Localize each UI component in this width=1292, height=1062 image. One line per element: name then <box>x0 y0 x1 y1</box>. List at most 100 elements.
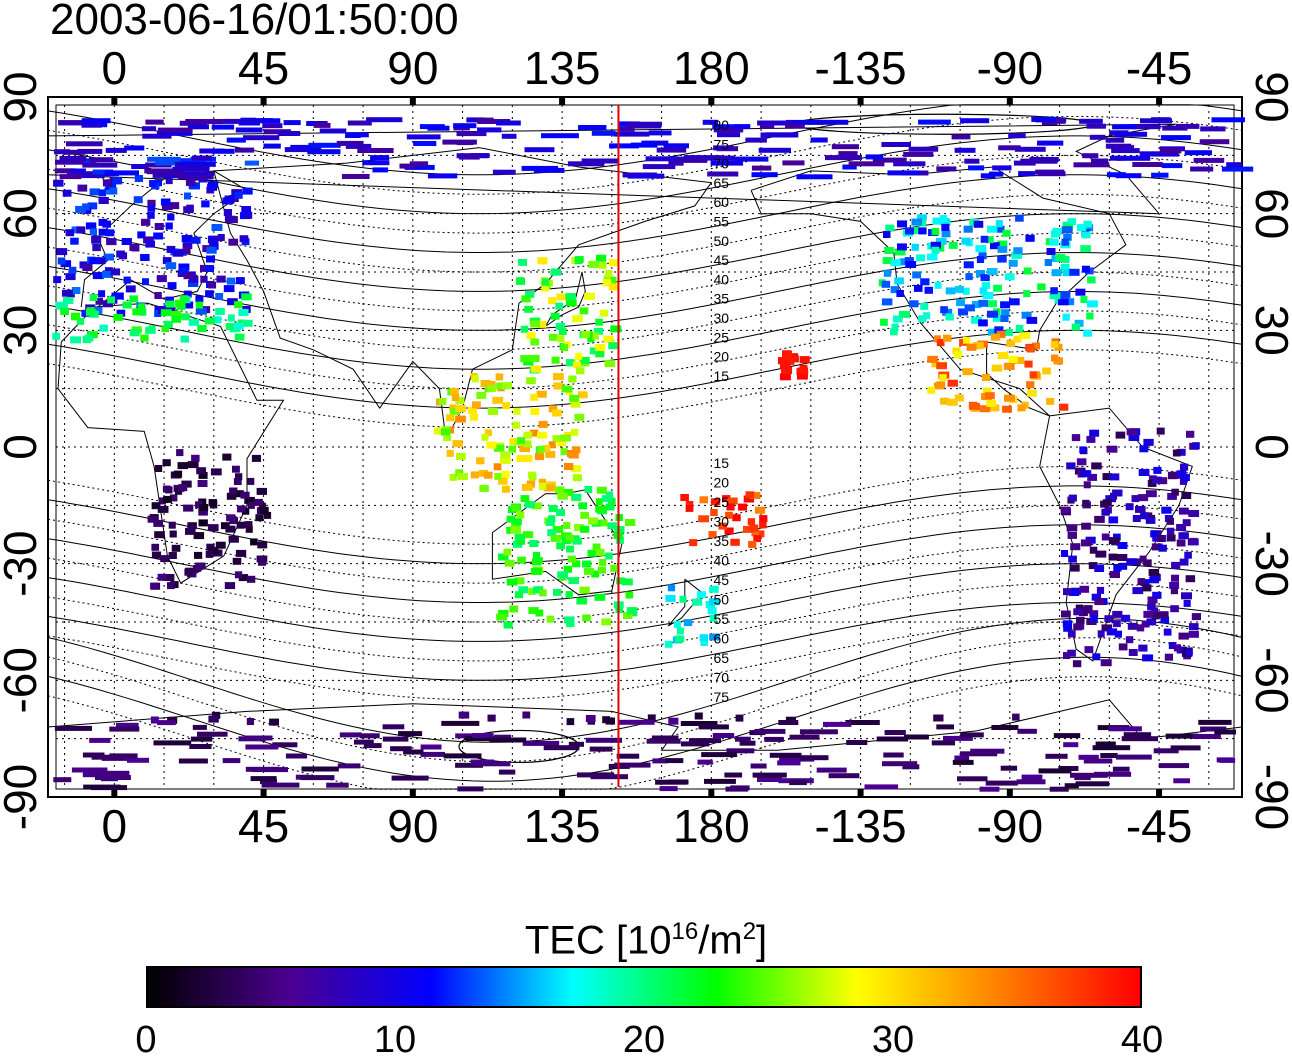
tec-pixel <box>506 515 516 523</box>
tec-pixel <box>572 361 581 369</box>
tec-pixel <box>403 749 424 755</box>
tec-pixel <box>1171 488 1179 496</box>
tec-pixel <box>193 532 205 540</box>
tec-pixel <box>100 776 118 782</box>
tec-colorbar <box>146 966 1142 1008</box>
tec-pixel <box>516 511 525 519</box>
tec-pixel <box>1060 263 1070 271</box>
tec-pixel <box>903 734 929 740</box>
tec-pixel <box>76 317 84 325</box>
tec-pixel <box>198 498 207 506</box>
tec-pixel <box>1000 765 1018 771</box>
tec-pixel <box>598 261 607 269</box>
tec-pixel <box>449 407 461 415</box>
tec-pixel <box>604 360 616 368</box>
tec-pixel <box>701 752 737 758</box>
tec-pixel <box>85 222 97 230</box>
tec-pixel <box>1001 309 1010 317</box>
tec-pixel <box>496 613 507 621</box>
tec-pixel <box>828 773 860 779</box>
tec-pixel <box>735 714 744 722</box>
contour-label: 35 <box>713 291 729 307</box>
tec-pixel <box>223 285 235 293</box>
tec-pixel <box>988 171 1004 177</box>
tec-pixel <box>831 144 859 150</box>
tec-pixel <box>591 570 600 578</box>
tec-pixel <box>242 319 253 327</box>
tec-pixel <box>1132 162 1163 167</box>
tec-pixel <box>65 229 75 237</box>
tec-pixel <box>676 157 708 163</box>
tec-pixel <box>931 740 955 746</box>
tec-pixel <box>498 769 516 775</box>
tec-pixel <box>185 119 223 124</box>
tec-pixel <box>568 741 584 747</box>
tec-pixel <box>1100 753 1118 758</box>
tec-pixel <box>1143 559 1152 567</box>
left-lat-label: -90 <box>0 764 46 830</box>
tec-pixel <box>565 591 573 599</box>
tec-pixel <box>570 428 579 436</box>
tec-pixel <box>238 120 260 126</box>
tec-pixel <box>174 487 183 495</box>
tec-pixel <box>1164 653 1173 661</box>
tec-pixel <box>518 258 527 266</box>
tec-pixel <box>520 325 529 333</box>
tec-pixel <box>179 295 189 303</box>
tec-pixel <box>920 302 929 310</box>
tec-pixel <box>1026 381 1035 389</box>
tec-pixel <box>503 548 512 556</box>
tec-pixel <box>1052 227 1062 235</box>
tec-pixel <box>81 309 90 317</box>
tec-pixel <box>63 149 86 155</box>
tec-pixel <box>734 124 751 130</box>
tec-pixel <box>779 373 791 381</box>
tec-pixel <box>973 220 984 228</box>
tec-pixel <box>546 615 555 623</box>
tec-pixel <box>996 330 1006 338</box>
tec-pixel <box>54 168 76 174</box>
tec-pixel <box>596 486 607 494</box>
tec-pixel <box>566 545 575 553</box>
tec-pixel <box>241 206 251 213</box>
tec-pixel <box>1152 534 1162 542</box>
tec-pixel <box>194 551 203 559</box>
tec-pixel <box>95 297 103 305</box>
tec-pixel <box>655 779 687 785</box>
tec-pixel <box>1125 503 1134 511</box>
tec-pixel <box>357 148 394 153</box>
tec-pixel <box>749 524 759 532</box>
tec-pixel <box>991 364 1003 372</box>
tec-pixel <box>469 153 490 159</box>
africa-coast <box>57 302 285 584</box>
tec-pixel <box>54 725 92 731</box>
tec-pixel <box>800 755 829 761</box>
tec-pixel <box>178 263 190 271</box>
tec-pixel <box>945 287 956 295</box>
tec-pixel <box>283 120 301 126</box>
tec-pixel <box>208 547 219 554</box>
tec-pixel <box>134 175 143 182</box>
tec-pixel <box>501 485 510 493</box>
tec-pixel <box>972 301 982 308</box>
tec-pixel <box>698 724 729 730</box>
tec-pixel <box>1031 342 1040 350</box>
tec-pixel <box>1163 628 1172 636</box>
tec-pixel <box>791 355 799 363</box>
tec-pixel <box>222 453 232 461</box>
tec-pixel <box>979 786 1000 792</box>
tec-pixel <box>823 721 852 727</box>
tec-pixel <box>157 573 167 581</box>
tec-pixel <box>152 172 170 178</box>
tec-pixel <box>1016 779 1046 785</box>
tec-pixel <box>1035 169 1065 175</box>
tec-pixel <box>82 264 93 271</box>
tec-pixel <box>547 529 557 537</box>
tec-pixel <box>225 323 235 331</box>
tec-pixel <box>1156 427 1165 435</box>
tec-pixel <box>754 506 766 514</box>
bottom-lon-label: -135 <box>815 800 907 852</box>
top-lon-label: 90 <box>387 42 438 94</box>
tec-pixel <box>1026 345 1035 353</box>
tec-pixel <box>987 310 998 318</box>
